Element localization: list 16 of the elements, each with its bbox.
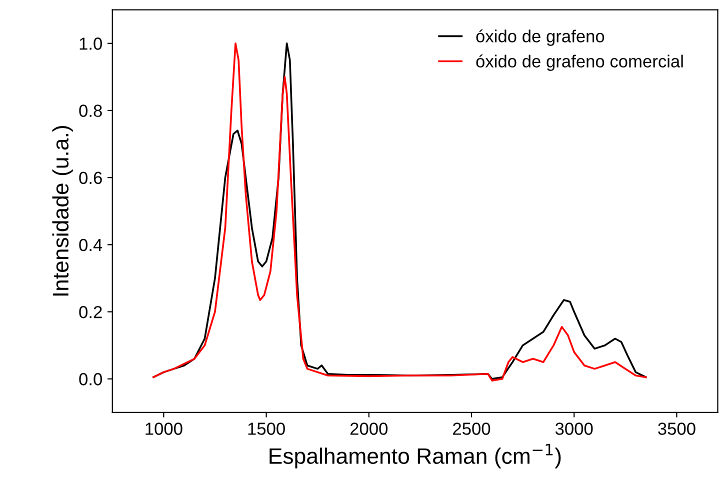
legend-label: óxido de grafeno comercial (476, 54, 683, 71)
y-tick-label: 0.2 (79, 306, 102, 318)
x-tick-label: 2000 (350, 422, 388, 435)
x-tick-label: 1500 (248, 422, 285, 435)
y-tick-label: 0.0 (79, 373, 102, 386)
x-tick-label: 2500 (453, 422, 490, 435)
y-tick-label: 0.4 (79, 238, 102, 252)
y-tick-label: 0.8 (79, 104, 102, 117)
x-axis-title: Espalhamento Raman (cm$^{−1}$) (270, 444, 561, 468)
y-tick-label: 1.0 (80, 38, 102, 50)
y-tick-label: 0.6 (79, 172, 102, 184)
x-tick-label: 3000 (555, 422, 593, 435)
y-axis-title: Intensidade (u.a.) (52, 126, 73, 296)
x-tick-label: 1000 (146, 422, 182, 435)
x-tick-label: 3500 (658, 422, 696, 435)
legend-label: óxido de grafeno (476, 29, 604, 46)
